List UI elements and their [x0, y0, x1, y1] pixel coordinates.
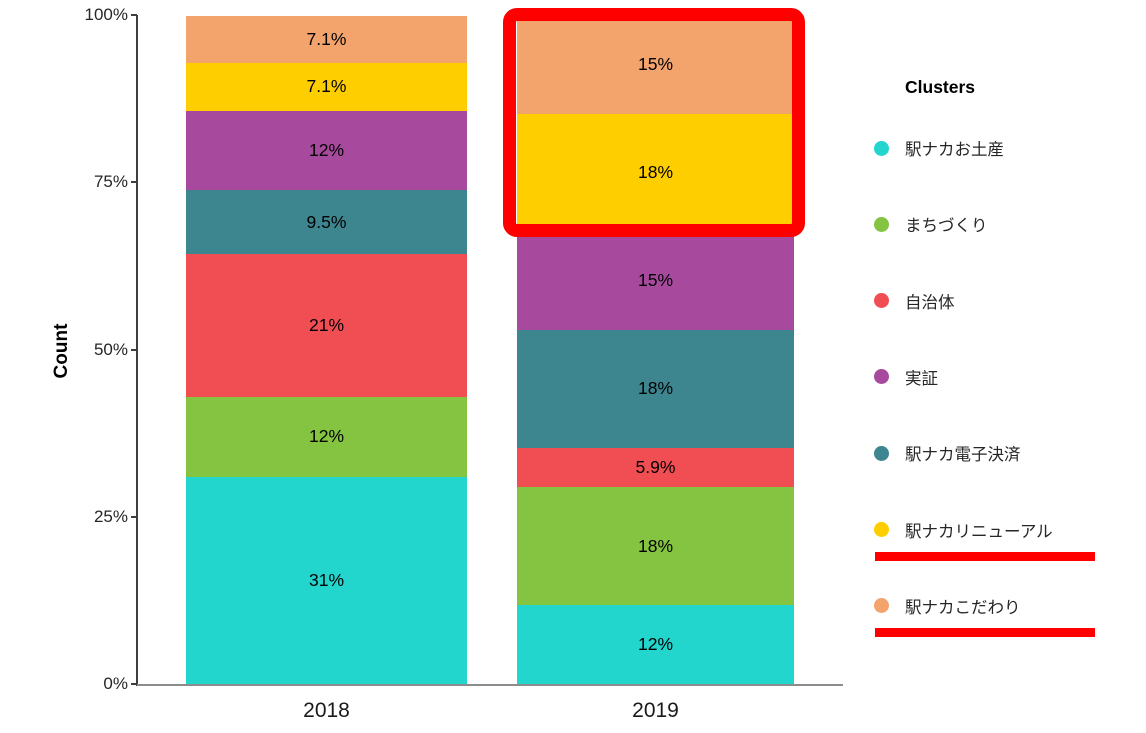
bar-segment-label: 7.1% — [306, 28, 347, 49]
bar-segment: 12% — [186, 396, 467, 477]
legend-underline-annotation — [875, 551, 1095, 561]
legend-item: まちづくり — [874, 212, 988, 236]
highlight-rectangle-annotation — [503, 8, 805, 237]
bar-segment-label: 7.1% — [306, 76, 347, 97]
bar-segment-label: 12% — [308, 139, 345, 160]
bar-segment-label: 12% — [637, 634, 674, 655]
bar-segment-label: 21% — [308, 314, 345, 335]
x-category-label: 2019 — [632, 699, 679, 722]
y-axis-line — [136, 15, 138, 686]
legend-item: 実証 — [874, 365, 938, 389]
bar-segment-label: 18% — [637, 535, 674, 556]
y-tick-mark — [131, 181, 137, 184]
legend-dot-icon — [874, 216, 889, 232]
bar-segment-label: 12% — [308, 426, 345, 447]
legend-item-label: 駅ナカこだわり — [905, 598, 1021, 617]
y-tick-label: 100% — [84, 5, 128, 24]
bar-segment: 5.9% — [517, 447, 794, 488]
bar-segment-label: 31% — [308, 569, 345, 590]
bar-segment: 18% — [517, 487, 794, 606]
legend-dot-icon — [874, 598, 889, 614]
y-tick-mark — [131, 683, 137, 685]
y-tick-label: 0% — [103, 674, 128, 693]
bar-segment: 15% — [517, 231, 794, 331]
legend-item-label: 駅ナカお土産 — [905, 141, 1004, 159]
legend-item-label: 駅ナカリニューアル — [905, 522, 1053, 541]
legend-item-label: 自治体 — [905, 293, 955, 312]
y-tick-label: 75% — [93, 172, 128, 192]
x-category-label: 2018 — [303, 699, 350, 722]
legend-dot-icon — [874, 293, 889, 309]
bar-segment: 12% — [517, 605, 794, 684]
bar-segment: 21% — [186, 253, 467, 397]
bar-segment: 15% — [517, 15, 794, 114]
bar-segment: 7.1% — [186, 63, 467, 111]
legend-title: Clusters — [905, 77, 976, 97]
legend-underline-annotation — [875, 627, 1095, 637]
legend-item: 駅ナカお土産 — [874, 136, 1004, 160]
y-tick-mark — [131, 348, 137, 351]
bar-segment: 31% — [186, 476, 467, 684]
bar-segment-label: 15% — [637, 54, 674, 75]
legend-dot-icon — [874, 140, 889, 156]
legend-item: 駅ナカこだわり — [874, 594, 1021, 618]
x-axis-line — [137, 684, 843, 686]
y-tick-label: 25% — [93, 506, 128, 526]
bar-segment: 7.1% — [186, 15, 467, 64]
legend-dot-icon — [874, 369, 889, 385]
bar-segment: 12% — [186, 110, 467, 191]
bar-segment-label: 15% — [637, 270, 674, 291]
legend-item-label: 駅ナカ電子決済 — [905, 446, 1021, 465]
legend-item-label: まちづくり — [905, 217, 988, 236]
y-tick-mark — [131, 515, 137, 518]
legend-item: 駅ナカリニューアル — [874, 518, 1053, 542]
bar-segment: 18% — [517, 330, 794, 448]
bar-segment-label: 9.5% — [306, 211, 347, 232]
bar-segment-label: 18% — [637, 378, 674, 399]
legend-item-label: 実証 — [905, 369, 938, 388]
y-tick-label: 50% — [93, 339, 128, 359]
bar-segment-label: 5.9% — [635, 457, 676, 478]
legend-dot-icon — [874, 445, 889, 461]
bar-segment-label: 18% — [637, 162, 674, 183]
y-tick-mark — [131, 14, 137, 16]
bar-segment: 18% — [517, 114, 794, 232]
legend-dot-icon — [874, 522, 889, 537]
bar-segment: 9.5% — [186, 190, 467, 254]
legend-item: 駅ナカ電子決済 — [874, 441, 1021, 465]
legend-item: 自治体 — [874, 289, 955, 313]
